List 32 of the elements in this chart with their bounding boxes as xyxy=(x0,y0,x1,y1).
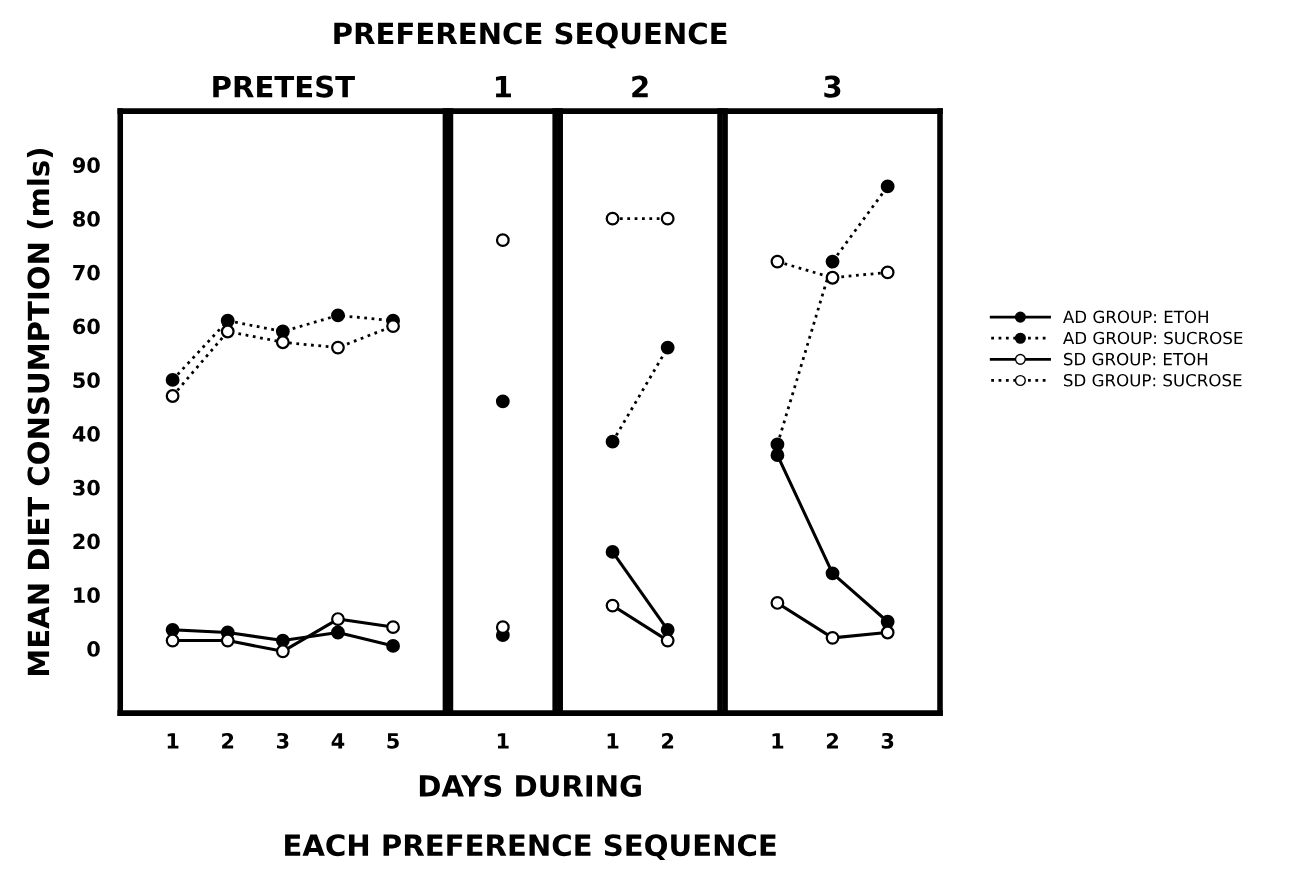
y-tick-label: 70 xyxy=(73,264,100,281)
y-tick-label: 30 xyxy=(73,479,100,496)
legend-label: AD GROUP: ETOH xyxy=(1063,310,1208,324)
chart-title: PRETEST xyxy=(213,75,355,98)
y-tick-label: 40 xyxy=(72,426,100,442)
y-tick-label: 90 xyxy=(72,157,100,174)
x-tick-label: 1 xyxy=(167,733,179,749)
y-tick-label: 60 xyxy=(73,318,100,335)
x-tick-label: 4 xyxy=(331,733,345,749)
x-tick-label: 3 xyxy=(276,732,289,749)
y-tick-label: 20 xyxy=(73,533,100,550)
y-tick-label: 80 xyxy=(73,211,100,227)
y-tick-label: 0 xyxy=(87,641,100,657)
y-axis-title: MEAN DIET CONSUMPTION (mls) xyxy=(26,148,53,676)
legend-label: SD GROUP: ETOH xyxy=(1063,352,1208,366)
x-tick-label: 1 xyxy=(497,733,509,749)
x-tick-label: 3 xyxy=(881,732,894,749)
legend-label: SD GROUP: SUCROSE xyxy=(1063,373,1242,387)
text: DAYS DURING EACH PREFERENCE SEQUENCE xyxy=(285,774,776,861)
legend-label: AD GROUP: SUCROSE xyxy=(1063,331,1243,345)
chart-title: 2 xyxy=(632,75,648,98)
x-tick-label: 2 xyxy=(222,732,234,749)
x-tick-label: 1 xyxy=(772,733,784,749)
x-tick-label: 2 xyxy=(826,732,838,749)
text: PREFERENCE SEQUENCE xyxy=(334,22,727,49)
chart-title: 3 xyxy=(824,75,841,98)
x-tick-label: 1 xyxy=(607,733,619,749)
x-tick-label: 2 xyxy=(662,732,674,749)
chart-title: 1 xyxy=(495,75,511,98)
y-tick-label: 10 xyxy=(74,587,100,604)
x-tick-label: 5 xyxy=(387,733,399,749)
y-tick-label: 50 xyxy=(73,372,100,389)
